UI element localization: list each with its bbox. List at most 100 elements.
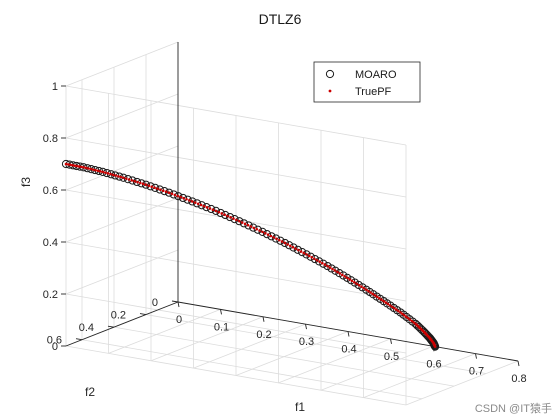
truepf-point [263, 231, 267, 235]
truepf-point [89, 167, 93, 171]
truepf-point [124, 177, 128, 180]
truepf-point [382, 299, 386, 303]
grid-line-side-z [65, 41, 179, 87]
moaro-point [178, 193, 188, 203]
truepf-point [167, 191, 171, 194]
truepf-point [384, 301, 388, 304]
truepf-point [348, 278, 351, 281]
truepf-point [69, 163, 72, 167]
truepf-point [299, 250, 303, 253]
grid-line-floor-x [150, 316, 264, 362]
truepf-point [360, 285, 363, 289]
moaro-point [315, 257, 324, 266]
truepf-point [64, 162, 68, 166]
truepf-point [73, 164, 77, 167]
truepf-point [141, 182, 145, 186]
grid-line-floor-x [193, 323, 306, 369]
grid-line-floor-x [108, 309, 221, 354]
y-tick-mark [171, 300, 179, 303]
x-tick-label: 0.7 [469, 366, 484, 378]
moaro-point [331, 266, 340, 275]
grid-line-floor-x [320, 345, 434, 391]
moaro-point [335, 269, 344, 278]
y-tick-mark [139, 313, 147, 316]
truepf-point [232, 217, 235, 220]
truepf-point [280, 240, 284, 243]
truepf-point [345, 276, 349, 280]
moaro-point [207, 204, 216, 214]
truepf-point [294, 247, 297, 250]
truepf-point [208, 207, 212, 210]
z-tick-label: 0 [52, 341, 58, 353]
truepf-point [96, 169, 100, 173]
x-tick-mark [177, 301, 180, 308]
truepf-point [355, 282, 359, 286]
truepf-point [255, 227, 258, 231]
truepf-point [114, 174, 117, 177]
grid-line-floor-y [113, 326, 455, 387]
grid-line-floor-y [145, 314, 487, 374]
legend: MOARO TruePF [313, 61, 421, 103]
moaro-point [258, 227, 267, 236]
truepf-point [77, 165, 81, 168]
moaro-point [221, 210, 230, 220]
grid-line-back-z [65, 137, 407, 198]
truepf-point [193, 201, 197, 204]
moaro-point [323, 261, 332, 271]
grid-line-floor-x [278, 338, 391, 384]
moaro-point [310, 254, 320, 264]
truepf-point [111, 173, 115, 177]
y-tick-label: 0.6 [47, 335, 62, 347]
y-tick-label: 0.2 [111, 310, 126, 322]
truepf-point [106, 172, 110, 175]
truepf-point [75, 164, 79, 168]
truepf-point [399, 311, 402, 314]
x-tick-label: 0.8 [511, 373, 526, 385]
truepf-point [336, 270, 339, 274]
x-tick-label: 0.1 [214, 321, 229, 333]
truepf-point [343, 275, 347, 278]
truepf-point [367, 289, 370, 293]
truepf-point [119, 175, 123, 179]
truepf-point [101, 170, 105, 174]
moaro-point [174, 192, 183, 201]
truepf-point [302, 251, 306, 255]
truepf-point [341, 273, 344, 277]
z-tick-label: 0.2 [43, 289, 58, 301]
truepf-point [211, 208, 215, 211]
moaro-point [431, 342, 440, 351]
truepf-point [310, 256, 314, 259]
grid-line-floor-x [363, 353, 476, 398]
tick-labels: 00.10.20.30.40.50.60.70.800.20.40.600.20… [43, 81, 527, 385]
truepf-point [288, 244, 292, 248]
truepf-point [223, 213, 226, 217]
truepf-point [378, 296, 381, 300]
truepf-point [82, 165, 85, 169]
truepf-point [297, 248, 300, 252]
truepf-point [217, 210, 221, 214]
truepf-point [283, 241, 287, 245]
grid-line-side-z [65, 249, 179, 295]
grid-line-back-z [65, 241, 407, 302]
x-tick-mark [262, 316, 265, 322]
moaro-point [285, 241, 294, 250]
moaro-point [249, 223, 258, 232]
truepf-point [266, 233, 270, 236]
truepf-point [275, 237, 278, 241]
moaro-point [197, 201, 206, 210]
moaro-point [271, 234, 281, 243]
truepf-point [136, 180, 139, 184]
truepf-point [394, 308, 398, 311]
moaro-point [289, 243, 298, 252]
truepf-point [116, 174, 120, 178]
x-tick-mark [517, 360, 520, 367]
truepf-point [71, 163, 74, 167]
moaro-point [202, 202, 211, 212]
y-tick-label: 0 [152, 297, 158, 309]
x-tick-label: 0.5 [384, 351, 399, 363]
truepf-point [353, 280, 356, 284]
truepf-point [94, 168, 97, 172]
grid-line-back-z [65, 293, 407, 354]
truepf-point [243, 222, 247, 226]
moaro-point [230, 215, 239, 224]
